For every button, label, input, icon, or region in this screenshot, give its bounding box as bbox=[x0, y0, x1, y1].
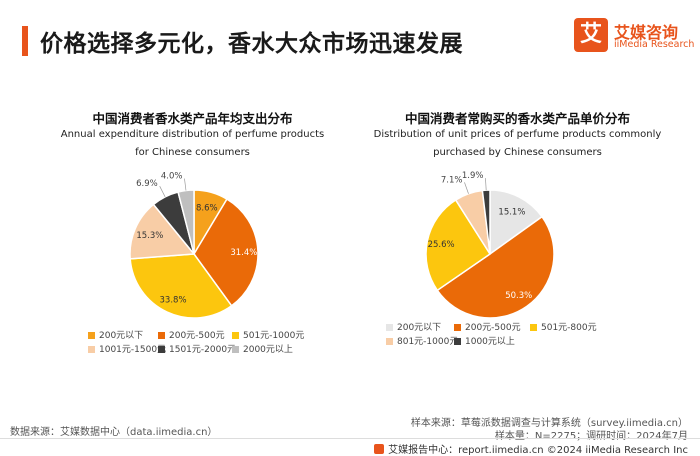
pie-slice-0-1 bbox=[193, 198, 259, 307]
pie-label-0-2: 33.8% bbox=[160, 295, 187, 305]
legend-item-1-3: 801元-1000元 bbox=[386, 334, 458, 347]
legend-swatch bbox=[88, 346, 95, 353]
sample-source: 样本来源：草莓派数据调查与计算系统（survey.iimedia.cn） bbox=[410, 418, 688, 429]
legend-item-1-0: 200元以下 bbox=[386, 320, 441, 333]
legend-swatch bbox=[454, 324, 461, 331]
legend-label: 200元-500元 bbox=[169, 331, 225, 341]
legend-item-0-0: 200元以下 bbox=[88, 328, 143, 341]
left-pie-chart: 8.6% 31.4% 33.8% 15.3% 6.9%4.0% bbox=[129, 172, 259, 319]
legend-item-1-1: 200元-500元 bbox=[454, 320, 521, 333]
legend-item-0-1: 200元-500元 bbox=[158, 328, 225, 341]
pie-slice-1-0 bbox=[489, 189, 544, 256]
pie-label-0-0: 8.6% bbox=[196, 204, 218, 214]
legend-label: 801元-1000元 bbox=[397, 337, 459, 347]
sample-size: 样本量：N=2275；调研时间：2024年7月 bbox=[494, 431, 688, 442]
left-chart-subtitle: Annual expenditure distribution of perfu… bbox=[20, 126, 365, 162]
legend-swatch bbox=[158, 346, 165, 353]
leader-line-1-4 bbox=[485, 178, 487, 191]
pie-slice-0-2 bbox=[129, 253, 233, 319]
legend-label: 1001元-1500元 bbox=[99, 345, 167, 355]
pie-label-1-4: 1.9% bbox=[462, 171, 484, 181]
legend-item-1-4: 1000元以上 bbox=[454, 334, 515, 347]
pie-label-0-4: 6.9% bbox=[136, 179, 158, 189]
legend-item-0-3: 1001元-1500元 bbox=[88, 342, 166, 355]
leader-line-1-3 bbox=[464, 182, 469, 194]
logo-mark: 艾 bbox=[574, 18, 608, 52]
right-chart-title: 中国消费者常购买的香水类产品单价分布 bbox=[404, 111, 630, 126]
leader-line-0-5 bbox=[184, 178, 187, 191]
pie-label-0-1: 31.4% bbox=[230, 248, 257, 258]
pie-slice-0-5 bbox=[177, 189, 195, 255]
right-pie-chart: 15.1% 50.3% 25.6% 7.1% 1.9% bbox=[425, 171, 555, 319]
legend-swatch bbox=[88, 332, 95, 339]
legend-swatch bbox=[386, 324, 393, 331]
legend-swatch bbox=[454, 338, 461, 345]
pie-slice-1-1 bbox=[436, 215, 555, 319]
pie-label-1-3: 7.1% bbox=[441, 175, 463, 185]
legend-item-0-5: 2000元以上 bbox=[232, 342, 293, 355]
iimedia-logo: 艾 艾媒咨询 iiMedia Research bbox=[574, 18, 695, 54]
legend-swatch bbox=[232, 346, 239, 353]
leader-line-0-4 bbox=[159, 186, 166, 198]
footer-divider bbox=[0, 438, 700, 439]
right-chart-subtitle-line1: Distribution of unit prices of perfume p… bbox=[373, 129, 662, 140]
legend-item-0-2: 501元-1000元 bbox=[232, 328, 304, 341]
legend-swatch bbox=[530, 324, 537, 331]
legend-label: 1000元以上 bbox=[465, 337, 515, 347]
pie-label-1-0: 15.1% bbox=[498, 207, 525, 217]
legend-label: 2000元以上 bbox=[243, 345, 293, 355]
logo-en-text: iiMedia Research bbox=[614, 39, 695, 50]
left-chart-subtitle-line1: Annual expenditure distribution of perfu… bbox=[60, 129, 325, 140]
legend-label: 501元-1000元 bbox=[243, 331, 305, 341]
right-chart-subtitle: Distribution of unit prices of perfume p… bbox=[345, 126, 690, 162]
legend-item-0-4: 1501元-2000元 bbox=[158, 342, 236, 355]
data-source: 数据来源：艾媒数据中心（data.iimedia.cn） bbox=[10, 427, 218, 438]
pie-label-0-3: 15.3% bbox=[136, 231, 163, 241]
logo-cn-text: 艾媒咨询 bbox=[614, 23, 679, 42]
legend-label: 200元-500元 bbox=[465, 323, 521, 333]
pie-label-0-5: 4.0% bbox=[161, 172, 183, 182]
left-chart-title: 中国消费者香水类产品年均支出分布 bbox=[92, 111, 293, 126]
pie-slice-0-3 bbox=[129, 203, 196, 260]
footer-brand: 艾媒报告中心：report.iimedia.cn ©2024 iiMedia R… bbox=[374, 441, 688, 456]
right-chart-subtitle-line2: purchased by Chinese consumers bbox=[433, 147, 602, 158]
legend-label: 200元以下 bbox=[99, 331, 144, 341]
pie-label-1-2: 25.6% bbox=[428, 240, 455, 250]
title-accent-bar bbox=[22, 26, 28, 56]
legend-swatch bbox=[158, 332, 165, 339]
page-title: 价格选择多元化，香水大众市场迅速发展 bbox=[40, 31, 463, 57]
pie-label-1-1: 50.3% bbox=[505, 291, 532, 301]
legend-swatch bbox=[232, 332, 239, 339]
footer-brand-text: 艾媒报告中心：report.iimedia.cn ©2024 iiMedia R… bbox=[388, 445, 688, 456]
legend-label: 1501元-2000元 bbox=[169, 345, 237, 355]
legend-label: 200元以下 bbox=[397, 323, 442, 333]
report-center-icon bbox=[374, 444, 385, 454]
left-chart-subtitle-line2: for Chinese consumers bbox=[135, 147, 250, 158]
pie-slice-1-4 bbox=[481, 189, 491, 255]
legend-item-1-2: 501元-800元 bbox=[530, 320, 597, 333]
legend-swatch bbox=[386, 338, 393, 345]
pie-slice-1-2 bbox=[425, 198, 492, 292]
legend-label: 501元-800元 bbox=[541, 323, 597, 333]
